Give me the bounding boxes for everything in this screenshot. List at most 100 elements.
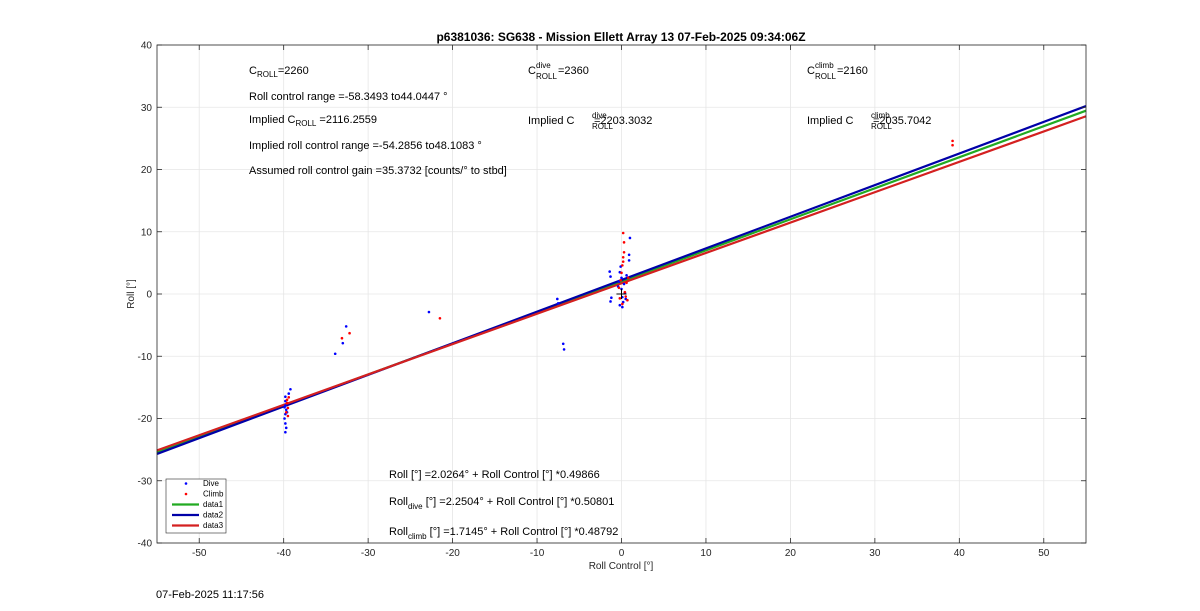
- legend-label-data1: data1: [203, 500, 224, 509]
- dive-point: [620, 276, 623, 280]
- climb-point: [284, 410, 288, 414]
- climb-point: [618, 297, 622, 300]
- x-tick-label: -20: [445, 548, 460, 559]
- c-climb-value: =2160: [837, 65, 868, 77]
- c-climb-sup: climb: [815, 61, 834, 70]
- c-climb-sub: ROLL: [815, 72, 836, 81]
- equation-all: Roll [°] =2.0264° + Roll Control [°] *0.…: [389, 469, 600, 481]
- gain-text: Assumed roll control gain =35.3732 [coun…: [249, 165, 507, 177]
- dive-point: [625, 274, 628, 277]
- dive-point: [284, 408, 288, 412]
- x-tick-label: 20: [785, 548, 797, 559]
- c-dive-sub: ROLL: [536, 72, 557, 81]
- ticks: -50 -40 -30 -20 -10 0 10 20 30 40 50 -40 -30 -20 -10 0 1…: [138, 41, 1086, 559]
- dive-point: [284, 430, 287, 434]
- climb-point: [620, 271, 623, 275]
- climb-point: [622, 241, 626, 244]
- x-tick-label: 40: [954, 548, 966, 559]
- dive-point: [284, 395, 287, 399]
- dive-point: [562, 348, 566, 351]
- implied-c-dive-sup: dive: [592, 111, 607, 120]
- dive-point: [622, 282, 626, 286]
- equation-dive: Rolldive [°] =2.2504° + Roll Control [°]…: [389, 496, 614, 511]
- y-tick-label: -40: [138, 539, 153, 550]
- legend-box: [165, 478, 227, 534]
- dive-point: [610, 296, 613, 300]
- x-tick-label: -50: [192, 548, 207, 559]
- implied-c-dive-text: Implied C: [528, 115, 575, 127]
- climb-point: [624, 295, 628, 298]
- dive-point: [609, 275, 612, 278]
- climb-point: [951, 139, 954, 143]
- legend-label-dive: Dive: [203, 479, 220, 488]
- climb-point: [286, 406, 290, 410]
- dive-point: [333, 352, 337, 356]
- dive-point: [283, 417, 286, 420]
- y-tick-label: -20: [138, 414, 153, 425]
- dive-point: [556, 302, 560, 305]
- climb-point: [621, 255, 625, 259]
- x-tick-label: -40: [276, 548, 291, 559]
- x-tick-label: -30: [361, 548, 376, 559]
- c-climb-text: C: [807, 65, 815, 77]
- x-tick-label: 0: [619, 548, 625, 559]
- climb-point: [625, 281, 628, 285]
- legend-marker-dive: [184, 482, 188, 485]
- legend-marker-climb: [184, 492, 188, 496]
- c-dive-sup: dive: [536, 61, 551, 70]
- legend-label-climb: Climb: [203, 490, 224, 499]
- dive-point: [628, 236, 632, 240]
- implied-c-dive-sub: ROLL: [592, 122, 613, 131]
- legend-label-data2: data2: [203, 511, 224, 520]
- climb-point: [438, 316, 442, 320]
- c-roll-text: CROLL=2260: [249, 65, 309, 79]
- climb-point: [623, 290, 627, 294]
- dive-point: [284, 426, 288, 430]
- climb-point: [621, 231, 625, 235]
- climb-point: [286, 414, 290, 418]
- climb-point: [285, 398, 289, 402]
- implied-c-climb-value: =2035.7042: [873, 115, 931, 127]
- x-tick-label: 50: [1038, 548, 1050, 559]
- y-tick-label: 10: [141, 227, 153, 238]
- climb-point: [621, 260, 625, 263]
- c-dive-text: C: [528, 65, 536, 77]
- dive-point: [609, 300, 612, 303]
- y-tick-label: -10: [138, 352, 153, 363]
- x-tick-label: 10: [700, 548, 712, 559]
- climb-point: [626, 298, 629, 302]
- x-tick-label: 30: [869, 548, 881, 559]
- implied-range-text: Implied roll control range =-54.2856 to4…: [249, 140, 482, 152]
- climb-point: [348, 331, 351, 335]
- climb-point: [340, 336, 344, 340]
- climb-point: [621, 264, 624, 267]
- climb-point: [951, 143, 954, 147]
- y-axis-label: Roll [°]: [126, 279, 137, 309]
- y-tick-label: 0: [146, 290, 152, 301]
- dive-point: [608, 270, 611, 273]
- dive-point: [427, 310, 431, 314]
- roll-range-text: Roll control range =-58.3493 to44.0447 °: [249, 91, 448, 103]
- dive-point: [556, 297, 559, 301]
- y-tick-label: -30: [138, 476, 153, 487]
- dive-point: [627, 253, 631, 257]
- implied-c-dive-value: =2203.3032: [594, 115, 652, 127]
- dive-point: [289, 387, 292, 391]
- legend-label-data3: data3: [203, 521, 224, 530]
- c-dive-value: =2360: [558, 65, 589, 77]
- dive-point: [618, 303, 622, 307]
- climb-point: [617, 286, 621, 290]
- climb-point: [621, 302, 624, 306]
- implied-c-climb-sup: climb: [871, 111, 890, 120]
- dive-point: [341, 341, 345, 345]
- timestamp: 07-Feb-2025 11:17:56: [156, 589, 264, 601]
- dive-point: [287, 392, 291, 395]
- dive-point: [621, 305, 624, 309]
- climb-point: [619, 279, 622, 282]
- climb-point: [285, 401, 289, 405]
- implied-c-climb-sub: ROLL: [871, 122, 892, 131]
- dive-point: [561, 342, 565, 346]
- y-tick-label: 20: [141, 165, 153, 176]
- implied-c-roll-text: Implied CROLL =2116.2559: [249, 114, 377, 128]
